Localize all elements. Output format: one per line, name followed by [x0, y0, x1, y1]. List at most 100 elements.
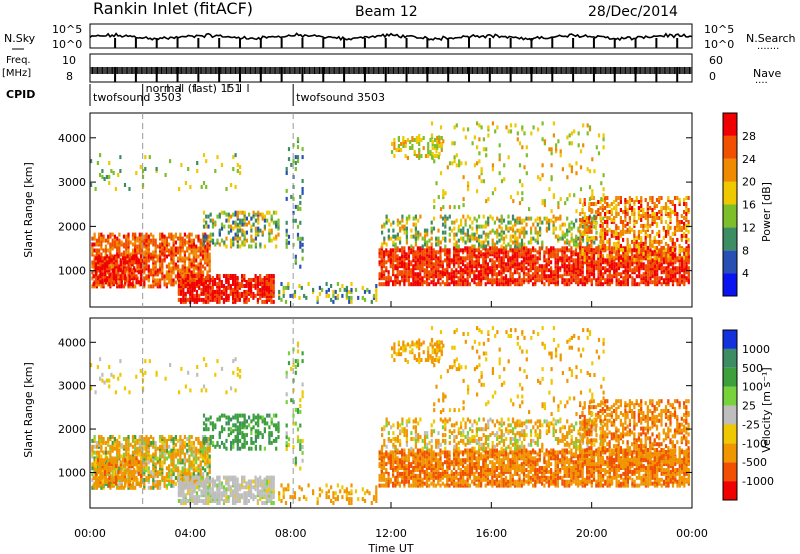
power-cell: [685, 276, 688, 281]
power-cell: [599, 223, 602, 228]
power-cell: [631, 212, 634, 216]
power-cell: [363, 289, 367, 294]
power-cell: [434, 274, 438, 279]
power-cell: [97, 280, 100, 285]
power-cell: [103, 278, 106, 283]
power-cell: [159, 262, 162, 267]
power-cell: [511, 224, 515, 229]
power-cell: [585, 216, 589, 220]
power-cell: [471, 264, 474, 269]
power-cell: [534, 258, 537, 263]
power-cell: [387, 280, 390, 285]
power-cell: [673, 241, 677, 246]
power-cell: [405, 226, 408, 231]
power-cell: [462, 268, 465, 273]
power-cell: [225, 212, 228, 217]
power-cell: [493, 260, 496, 265]
power-cell: [91, 260, 94, 265]
power-cell: [615, 241, 618, 246]
power-cell: [601, 253, 604, 258]
power-cell: [177, 274, 180, 278]
power-cell: [653, 264, 657, 269]
power-cell: [660, 276, 663, 281]
power-cell: [541, 264, 544, 269]
power-cell: [457, 228, 460, 233]
power-cell: [107, 248, 110, 253]
power-cell: [405, 252, 408, 257]
power-cell: [500, 236, 503, 241]
power-cell: [395, 148, 398, 152]
power-cell: [222, 291, 226, 296]
power-cell: [299, 206, 302, 211]
power-cell: [392, 266, 395, 271]
power-cell: [354, 287, 358, 292]
power-cell: [117, 173, 120, 177]
power-cell: [554, 226, 557, 231]
power-cell: [520, 238, 524, 243]
power-cell: [408, 214, 411, 219]
power-cell: [590, 235, 593, 240]
power-cell: [394, 264, 397, 269]
power-cell: [579, 237, 582, 242]
power-cell: [263, 244, 266, 249]
power-cell: [102, 248, 105, 253]
power-cell: [644, 235, 647, 240]
power-cell: [462, 175, 465, 180]
power-cell: [532, 246, 535, 251]
power-cell: [414, 280, 417, 285]
power-cell: [419, 260, 422, 265]
power-cell: [579, 272, 582, 277]
power-cell: [204, 256, 207, 261]
power-cell: [593, 214, 596, 219]
power-cell: [579, 245, 582, 250]
power-cell: [464, 218, 467, 223]
power-cell: [416, 254, 419, 259]
power-cell: [622, 260, 625, 265]
power-cell: [462, 203, 465, 208]
power-cell: [182, 280, 185, 284]
power-cell: [468, 264, 471, 269]
power-cell: [662, 235, 665, 240]
power-cell: [186, 297, 189, 302]
power-cell: [403, 274, 406, 279]
power-cell: [200, 280, 203, 284]
power-cell: [601, 221, 604, 226]
power-cell: [680, 257, 683, 262]
power-cell: [545, 216, 548, 221]
power-cell: [568, 266, 571, 271]
power-cell: [285, 228, 288, 233]
power-cell: [200, 274, 203, 278]
power-cell: [284, 285, 288, 290]
power-cell: [511, 214, 515, 219]
power-cell: [653, 202, 656, 206]
power-cell: [245, 238, 248, 243]
power-cell: [676, 196, 679, 200]
power-cell: [579, 218, 582, 222]
power-cell: [462, 127, 465, 132]
power-cell: [191, 282, 194, 286]
power-cell: [658, 216, 661, 220]
power-cell: [617, 231, 620, 236]
power-cell: [622, 257, 625, 262]
power-cell: [685, 196, 688, 200]
power-cell: [396, 236, 399, 241]
power-cell: [179, 248, 182, 253]
power-cell: [330, 297, 333, 302]
power-cell: [586, 224, 589, 229]
power-cell: [511, 234, 515, 239]
power-cell: [399, 236, 402, 241]
power-cell: [234, 185, 237, 189]
power-cell: [385, 280, 388, 285]
power-cell: [247, 297, 250, 302]
power-cell: [624, 251, 627, 256]
power-cell: [111, 272, 114, 277]
power-cell: [200, 185, 203, 189]
power-cell: [633, 200, 636, 204]
power-cell: [477, 258, 480, 263]
power-cell: [290, 194, 293, 199]
power-cell: [460, 161, 463, 166]
power-cell: [375, 293, 378, 298]
power-cell: [493, 254, 496, 259]
power-cell: [471, 226, 474, 231]
